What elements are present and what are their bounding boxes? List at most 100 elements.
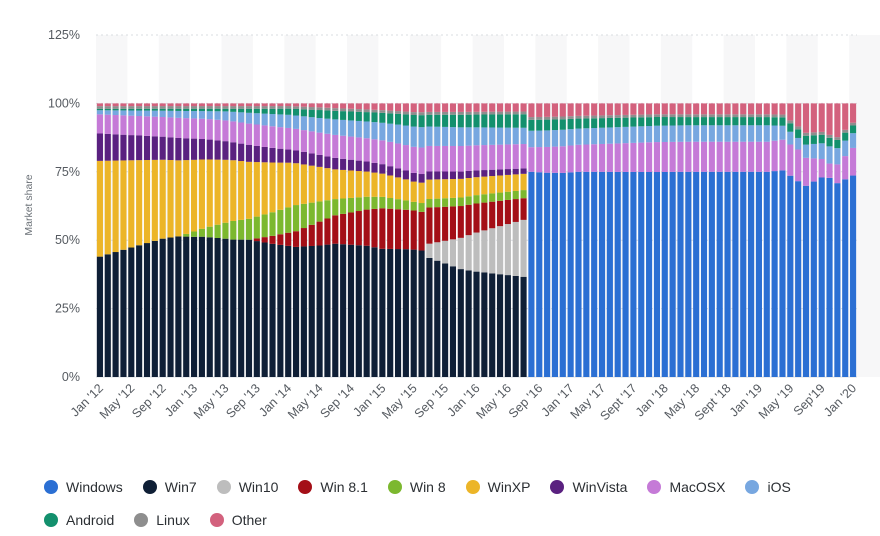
bar-segment-other bbox=[740, 103, 747, 115]
bar-segment-linux bbox=[802, 132, 810, 136]
bar-segment-android bbox=[457, 114, 464, 128]
bar-segment-macosx bbox=[277, 127, 284, 149]
bar-segment-other bbox=[426, 103, 433, 112]
bar-segment-win10 bbox=[457, 237, 464, 270]
legend-item-android[interactable]: Android bbox=[44, 512, 114, 528]
bar-segment-win-8 bbox=[347, 197, 355, 213]
bar-segment-linux bbox=[96, 106, 103, 109]
legend-swatch bbox=[647, 479, 662, 494]
bar-segment-win-8 bbox=[402, 200, 409, 210]
bar-segment-win-8 bbox=[261, 214, 268, 238]
bar-segment-win-8 bbox=[457, 197, 464, 207]
bar-segment-win7 bbox=[473, 271, 480, 377]
bar-segment-win7 bbox=[316, 245, 323, 377]
bar-segment-other bbox=[308, 103, 315, 108]
bar-segment-winvista bbox=[222, 141, 229, 160]
bar-segment-ios bbox=[191, 111, 198, 119]
bar-segment-windows bbox=[771, 171, 778, 377]
bar-segment-other bbox=[669, 103, 676, 115]
bar-segment-android bbox=[410, 114, 417, 127]
bar-segment-win-8 bbox=[434, 198, 441, 208]
bar-segment-other bbox=[646, 103, 653, 115]
bar-segment-win7 bbox=[363, 245, 370, 377]
bar-segment-other bbox=[473, 103, 480, 112]
bar-segment-winxp bbox=[434, 179, 441, 199]
bar-segment-other bbox=[481, 103, 488, 112]
bar-segment-winvista bbox=[520, 168, 527, 174]
legend-item-winxp[interactable]: WinXP bbox=[465, 479, 530, 495]
bar-segment-win7 bbox=[410, 249, 417, 377]
bar-segment-android bbox=[418, 115, 425, 128]
x-tick-label: May '19 bbox=[756, 381, 797, 422]
x-tick-label: Jan '20 bbox=[821, 381, 859, 419]
legend-item-linux[interactable]: Linux bbox=[134, 512, 190, 528]
bar-segment-win7 bbox=[112, 252, 119, 377]
bar-segment-winxp bbox=[253, 162, 260, 217]
bar-segment-winvista bbox=[183, 138, 190, 161]
bar-segment-android bbox=[426, 114, 433, 127]
bar-segment-win-8-1 bbox=[504, 199, 511, 225]
y-tick-label: 25% bbox=[55, 302, 80, 316]
bar-segment-macosx bbox=[159, 116, 166, 137]
legend-item-win-8-1[interactable]: Win 8.1 bbox=[298, 479, 368, 495]
legend-item-windows[interactable]: Windows bbox=[44, 479, 123, 495]
bar-segment-winvista bbox=[269, 147, 276, 163]
bar-segment-win-8-1 bbox=[277, 234, 284, 245]
bar-segment-win-8 bbox=[504, 191, 511, 200]
bar-segment-linux bbox=[614, 115, 621, 118]
bar-segment-ios bbox=[583, 128, 590, 145]
bar-segment-other bbox=[104, 103, 111, 107]
legend-item-ios[interactable]: iOS bbox=[745, 479, 791, 495]
bar-segment-winvista bbox=[285, 149, 292, 163]
bar-segment-ios bbox=[598, 127, 606, 144]
bar-segment-macosx bbox=[677, 141, 684, 172]
bar-segment-win7 bbox=[394, 249, 402, 377]
bar-segment-android bbox=[371, 112, 378, 123]
legend-item-winvista[interactable]: WinVista bbox=[550, 479, 627, 495]
bar-segment-winxp bbox=[512, 174, 519, 191]
bar-segment-ios bbox=[669, 125, 676, 142]
legend-item-other[interactable]: Other bbox=[209, 512, 267, 528]
bar-segment-android bbox=[379, 112, 386, 123]
bar-segment-other bbox=[253, 103, 260, 107]
bar-segment-linux bbox=[544, 116, 551, 120]
bar-segment-other bbox=[387, 103, 394, 111]
bar-segment-other bbox=[191, 103, 198, 107]
bar-segment-android bbox=[167, 108, 174, 111]
bar-segment-ios bbox=[198, 111, 205, 119]
bar-segment-linux bbox=[355, 109, 362, 112]
bar-segment-ios bbox=[606, 127, 613, 144]
legend-swatch bbox=[209, 512, 224, 527]
bar-segment-other bbox=[136, 103, 143, 107]
legend-item-macosx[interactable]: MacOSX bbox=[647, 479, 725, 495]
bar-segment-other bbox=[363, 103, 370, 110]
bar-segment-macosx bbox=[457, 146, 464, 172]
bar-segment-ios bbox=[536, 130, 543, 148]
bar-segment-android bbox=[269, 108, 276, 115]
bar-segment-winxp bbox=[496, 175, 504, 193]
bar-segment-ios bbox=[795, 137, 802, 150]
bar-segment-ios bbox=[128, 110, 135, 116]
bar-segment-android bbox=[724, 117, 731, 126]
bar-segment-other bbox=[347, 103, 355, 109]
legend-item-win7[interactable]: Win7 bbox=[142, 479, 197, 495]
bar-segment-linux bbox=[379, 110, 386, 113]
legend-item-win-8[interactable]: Win 8 bbox=[387, 479, 446, 495]
bar-segment-macosx bbox=[826, 163, 833, 178]
legend-item-win10[interactable]: Win10 bbox=[216, 479, 278, 495]
bar-segment-macosx bbox=[787, 144, 794, 176]
legend-row: Windows Win7 Win10 Win 8.1 Win 8 WinXP WinVist… bbox=[44, 470, 864, 503]
bar-segment-ios bbox=[591, 128, 598, 145]
bar-segment-win7 bbox=[481, 272, 488, 377]
bar-segment-ios bbox=[418, 127, 425, 148]
bar-segment-ios bbox=[293, 115, 300, 129]
bar-segment-ios bbox=[567, 129, 574, 146]
bar-segment-linux bbox=[434, 111, 441, 115]
bar-segment-other bbox=[732, 103, 739, 115]
bar-segment-win7 bbox=[465, 270, 472, 377]
bar-segment-ios bbox=[112, 110, 119, 116]
bar-segment-win7 bbox=[253, 241, 260, 377]
bar-segment-winvista bbox=[489, 169, 496, 177]
bar-segment-other bbox=[206, 103, 213, 107]
bar-segment-ios bbox=[842, 140, 849, 157]
